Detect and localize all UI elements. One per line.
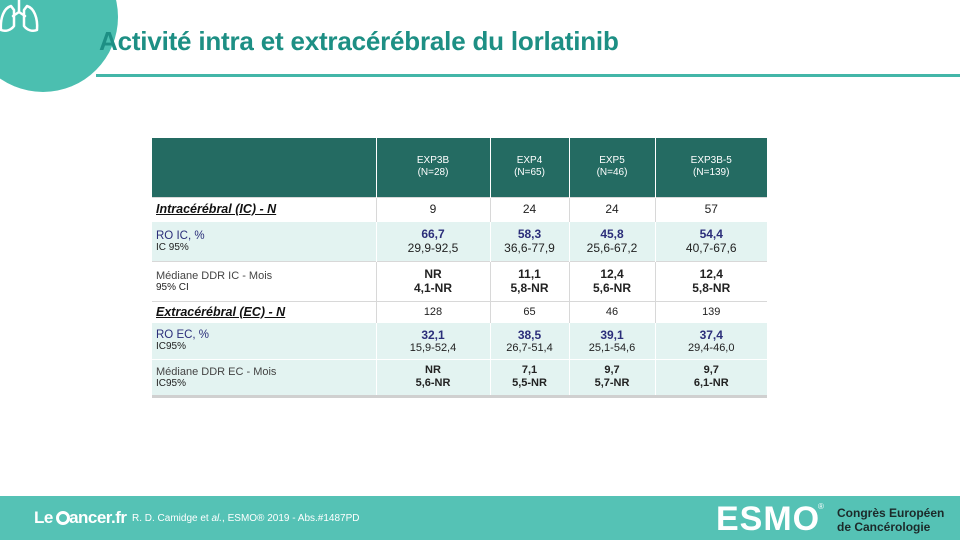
table-cell-ci: 5,8-NR [510, 281, 549, 295]
lungs-icon [0, 0, 39, 33]
row-sublabel: 95% CI [156, 281, 189, 293]
table-cell: 11,1 [518, 267, 541, 281]
row-label: RO EC, % [156, 329, 210, 341]
table-cell-ci: 25,6-67,2 [586, 241, 638, 255]
page-title: Activité intra et extracérébrale du lorl… [99, 26, 619, 56]
lecancer-logo: Le ancer.fr [34, 508, 127, 527]
table-cell-ci: 29,4-46,0 [688, 341, 735, 354]
table-cell-ci: 4,1-NR [413, 281, 452, 295]
table-row: RO IC, % IC 95% 66,7 29,9-92,5 58,3 36,6-7… [152, 220, 767, 261]
table-cell: 45,8 [600, 227, 624, 241]
table-cell: 9,7 [604, 364, 620, 377]
table-cell: 139 [655, 300, 767, 322]
section-label-ic: Intracérébral (IC) - N [156, 202, 277, 216]
congres-label: Congrès Européen de Cancérologie [837, 506, 945, 534]
table-cell: 128 [376, 300, 491, 322]
title-divider [96, 74, 960, 77]
table-cell: 66,7 [421, 227, 445, 241]
table-cell: 46 [569, 300, 656, 322]
table-row: Médiane DDR IC - Mois 95% CI NR 4,1-NR 11… [152, 260, 767, 301]
table-cell: 24 [490, 196, 570, 221]
table-cell: 7,1 [521, 364, 538, 377]
table-cell: 57 [655, 196, 767, 221]
c-ring-icon [56, 511, 71, 525]
registered-mark: ® [818, 502, 824, 511]
table-bottom-border [152, 395, 767, 398]
row-label: Médiane DDR EC - Mois [156, 365, 277, 378]
header-cell: EXP3B-5 (N=139) [655, 138, 767, 197]
results-table: EXP3B (N=28) EXP4 (N=65) EXP5 (N=46) EXP3B-… [152, 138, 767, 395]
table-cell-ci: 25,1-54,6 [588, 341, 636, 354]
table-cell: 38,5 [517, 327, 542, 342]
header-cell: EXP3B (N=28) [376, 138, 491, 197]
table-cell: 24 [569, 196, 656, 221]
table-cell-ci: 5,6-NR [415, 377, 451, 390]
table-cell-ci: 5,7-NR [594, 377, 630, 390]
table-cell: 39,1 [600, 327, 624, 342]
table-row: Intracérébral (IC) - N 9 24 24 57 [152, 196, 767, 221]
citation: R. D. Camidge et al., ESMO® 2019 - Abs.#… [132, 513, 360, 524]
table-row: RO EC, % IC95% 32,1 15,9-52,4 38,5 26,7-51… [152, 321, 767, 359]
table-cell: 58,3 [517, 227, 542, 241]
table-row: Extracérébral (EC) - N 128 65 46 139 [152, 300, 767, 322]
table-cell-ci: 26,7-51,4 [506, 341, 553, 354]
table-cell-ci: 6,1-NR [693, 377, 729, 390]
table-header-row: EXP3B (N=28) EXP4 (N=65) EXP5 (N=46) EXP3B-… [152, 138, 767, 197]
table-cell: NR [425, 364, 441, 377]
footer-bar: Le ancer.fr R. D. Camidge et al., ESMO® … [0, 496, 960, 540]
header-cell: EXP5 (N=46) [569, 138, 656, 197]
table-cell: 9 [376, 196, 491, 221]
table-cell-ci: 29,9-92,5 [407, 241, 459, 255]
table-cell: 12,4 [699, 267, 723, 281]
lung-logo [0, 0, 118, 92]
header-cell-empty [152, 138, 377, 197]
row-label: Médiane DDR IC - Mois [156, 269, 273, 282]
row-sublabel: IC95% [156, 341, 187, 352]
table-cell: 65 [490, 300, 570, 322]
table-cell-ci: 36,6-77,9 [504, 241, 555, 255]
table-cell-ci: 5,5-NR [512, 377, 547, 390]
table-cell: 32,1 [421, 327, 445, 342]
table-cell: 37,4 [699, 327, 723, 342]
row-label: RO IC, % [156, 229, 205, 242]
header-cell: EXP4 (N=65) [490, 138, 570, 197]
section-label-ec: Extracérébral (EC) - N [156, 304, 286, 319]
table-cell-ci: 5,8-NR [692, 281, 731, 295]
table-cell: 12,4 [600, 267, 624, 281]
table-cell: 54,4 [699, 227, 723, 241]
table-cell-ci: 5,6-NR [592, 281, 631, 295]
table-row: Médiane DDR EC - Mois IC95% NR 5,6-NR 7,1… [152, 358, 767, 395]
esmo-logo: ESMO [716, 500, 821, 538]
table-cell: NR [424, 267, 442, 281]
table-cell-ci: 15,9-52,4 [409, 341, 457, 354]
row-sublabel: IC 95% [156, 241, 189, 253]
row-sublabel: IC95% [156, 377, 187, 389]
table-cell: 9,7 [703, 364, 719, 377]
table-cell-ci: 40,7-67,6 [685, 241, 737, 255]
